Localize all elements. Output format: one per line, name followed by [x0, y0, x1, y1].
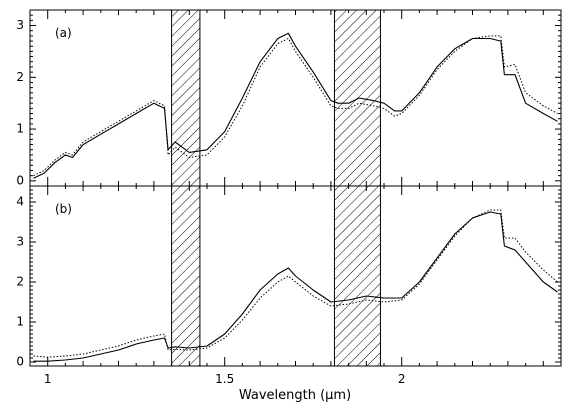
- x-tick-label: 2: [398, 372, 406, 386]
- series-line-dotted: [33, 209, 558, 358]
- x-tick-label: 1: [44, 372, 52, 386]
- y-tick-label: 3: [16, 18, 24, 32]
- panel-a-y-ticks: 0 1 2 3: [16, 14, 561, 187]
- excluded-band-0: [171, 9, 201, 187]
- x-axis-label: Wavelength (μm): [239, 388, 351, 403]
- panel-a-x-ticks: [47, 10, 562, 186]
- panel-b-excluded-bands: [171, 185, 381, 367]
- panel-b-series-lines: [33, 209, 558, 362]
- y-tick-label: 2: [16, 275, 24, 289]
- excluded-band-0: [171, 185, 201, 367]
- panel-a-frame: [29, 9, 562, 187]
- y-tick-label: 0: [16, 173, 24, 187]
- y-tick-label: 0: [16, 355, 24, 369]
- series-line-solid: [33, 32, 558, 179]
- panel-b-x-ticks: 1 1.5 2: [44, 186, 562, 386]
- y-tick-label: 1: [16, 315, 24, 329]
- panel-a-label: (a): [55, 26, 72, 40]
- panel-b-y-ticks: 0 1 2 3 4: [16, 189, 561, 369]
- panel-a-excluded-bands: [171, 9, 381, 187]
- excluded-band-1: [333, 9, 381, 187]
- y-tick-label: 2: [16, 70, 24, 84]
- x-tick-label: 1.5: [215, 372, 234, 386]
- y-tick-label: 4: [16, 195, 24, 209]
- y-tick-label: 1: [16, 122, 24, 136]
- y-tick-label: 3: [16, 235, 24, 249]
- panel-a-series-lines: [33, 32, 558, 179]
- panel-a: 0 1 2 3 (a): [16, 9, 562, 187]
- series-line-solid: [33, 211, 558, 362]
- panel-b-label: (b): [55, 202, 72, 216]
- series-line-dotted: [33, 35, 558, 177]
- excluded-band-1: [333, 185, 381, 367]
